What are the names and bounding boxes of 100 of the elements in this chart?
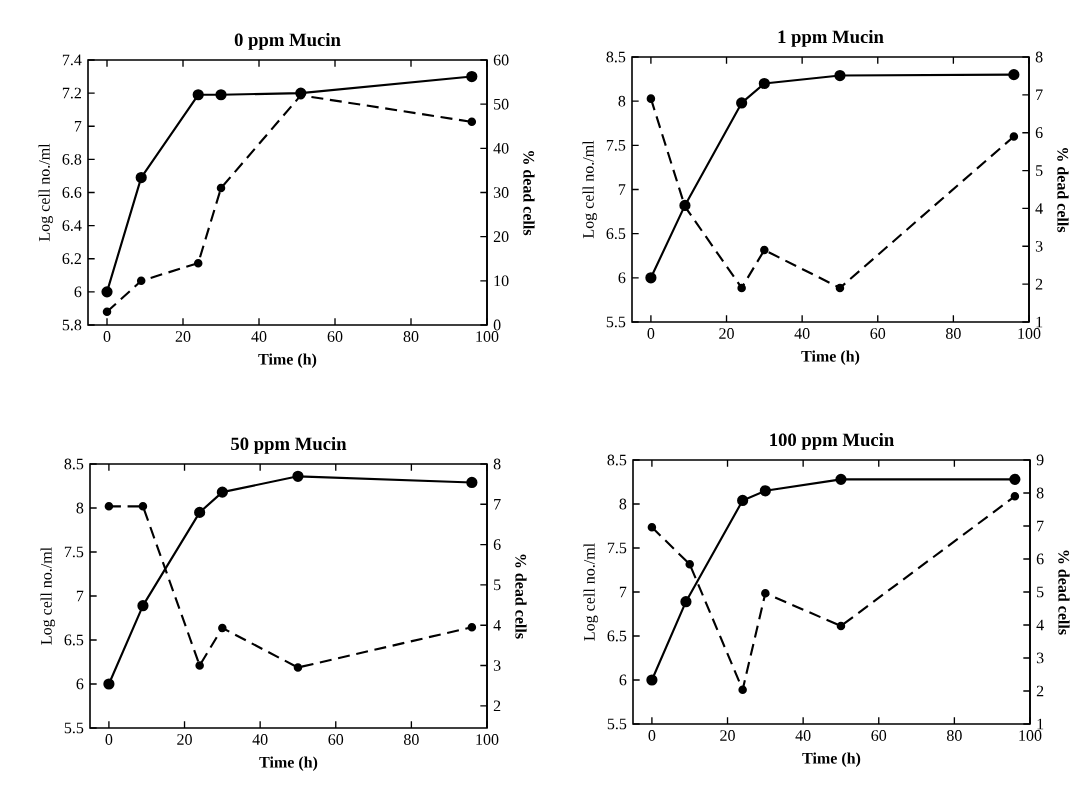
x-axis-title: Time (h) [258,353,317,368]
y-tick-label: 8 [76,502,84,514]
y-axis-title: Log cell no./ml [40,547,56,645]
y2-axis-title: % dead cells [523,151,535,236]
y2-tick-label: 4 [1035,203,1043,214]
y-tick-label: 5.5 [64,722,84,734]
y2-tick-label: 10 [494,275,509,287]
y-tick-label: 7 [74,121,82,132]
x-tick-label: 20 [177,734,192,745]
y-tick-label: 7 [76,590,84,602]
x-tick-label: 100 [476,331,499,342]
y2-tick-label: 7 [1036,89,1043,101]
y2-tick-label: 20 [493,231,509,243]
y2-tick-label: 8 [1035,51,1043,63]
x-tick-label: 20 [719,328,734,339]
y-tick-label: 8.5 [607,454,627,466]
chart-title: 0 ppm Mucin [234,32,341,50]
x-tick-label: 40 [251,331,267,342]
y-tick-label: 8 [619,498,627,510]
y-tick-label: 6.2 [62,253,81,265]
x-tick-label: 60 [870,328,886,339]
y2-tick-label: 3 [1035,240,1043,252]
x-axis-title: Time (h) [259,756,318,771]
y-tick-label: 7 [618,184,626,195]
y2-tick-label: 5 [1037,586,1044,598]
x-tick-label: 100 [476,734,499,745]
x-tick-label: 20 [175,331,191,342]
y2-axis-title: % dead cells [1058,550,1070,635]
y2-tick-label: 40 [493,142,509,154]
y-tick-label: 6 [76,678,84,690]
x-tick-label: 0 [103,331,111,342]
y2-tick-label: 5 [1036,165,1043,176]
y-tick-label: 6.5 [606,228,626,240]
y2-tick-label: 7 [1037,520,1044,532]
x-tick-label: 0 [105,734,113,745]
x-tick-label: 60 [327,331,343,342]
x-tick-label: 0 [647,328,655,339]
y2-tick-label: 6 [493,539,501,550]
y2-tick-label: 60 [493,54,509,66]
x-tick-label: 80 [403,331,419,342]
y2-tick-label: 5 [494,579,501,591]
x-tick-label: 80 [403,734,419,745]
x-axis-title: Time (h) [801,350,860,365]
y2-tick-label: 2 [493,700,501,712]
y-tick-label: 5.5 [607,718,627,730]
y-tick-label: 6 [74,286,82,298]
y2-tick-label: 9 [1036,454,1044,466]
y-tick-label: 6.8 [62,153,82,165]
y-tick-label: 6 [619,674,627,686]
y2-tick-label: 8 [493,458,501,470]
x-axis-title: Time (h) [802,752,861,767]
y-tick-label: 6.6 [62,187,82,198]
y-tick-label: 7.5 [606,139,626,151]
y2-tick-label: 30 [493,187,509,198]
y2-tick-label: 8 [1036,487,1044,499]
y2-tick-label: 3 [493,660,501,671]
y2-tick-label: 2 [1036,685,1044,697]
y2-tick-label: 7 [494,499,501,510]
x-tick-label: 80 [945,328,961,339]
y-axis-title: Log cell no./ml [582,140,598,239]
y2-tick-label: 1 [1037,718,1044,730]
x-tick-label: 40 [794,328,810,339]
y2-tick-label: 0 [493,319,501,331]
y-tick-label: 8.5 [606,51,626,63]
y-tick-label: 7.2 [62,87,81,99]
y2-tick-label: 2 [1035,278,1043,290]
y-tick-label: 7.4 [62,54,82,66]
y2-tick-label: 3 [1036,652,1044,664]
chart-title: 50 ppm Mucin [231,436,347,454]
y-tick-label: 7.5 [64,546,84,558]
y-tick-label: 6.5 [64,634,84,646]
y-tick-label: 8.5 [64,458,84,470]
x-tick-label: 80 [946,730,962,741]
x-tick-label: 60 [328,734,344,745]
y-tick-label: 6.4 [62,220,82,232]
y-tick-label: 6.5 [607,630,627,642]
chart-title: 100 ppm Mucin [770,432,894,450]
y2-tick-label: 4 [1036,619,1044,631]
x-tick-label: 40 [795,730,811,741]
y-tick-label: 8 [618,95,626,107]
y-axis-title: Log cell no./ml [583,543,599,641]
y2-axis-title: % dead cells [1057,148,1069,233]
y-tick-label: 5.5 [606,316,626,328]
y-tick-label: 5.8 [62,319,82,331]
x-tick-label: 60 [871,730,887,741]
y2-tick-label: 6 [1036,553,1044,565]
y-tick-label: 7.5 [607,542,627,554]
y2-axis-title: % dead cells [515,554,527,639]
x-tick-label: 100 [1018,328,1041,339]
chart-title: 1 ppm Mucin [778,29,884,47]
x-tick-label: 20 [720,730,735,741]
y2-tick-label: 1 [1036,316,1043,328]
x-tick-label: 100 [1019,730,1042,741]
y-axis-title: Log cell no./ml [38,143,54,242]
x-tick-label: 0 [648,730,656,741]
x-tick-label: 40 [252,734,268,745]
y2-tick-label: 6 [1035,127,1043,139]
y2-tick-label: 4 [493,619,501,631]
y2-tick-label: 50 [494,98,509,110]
y-tick-label: 7 [619,586,627,598]
